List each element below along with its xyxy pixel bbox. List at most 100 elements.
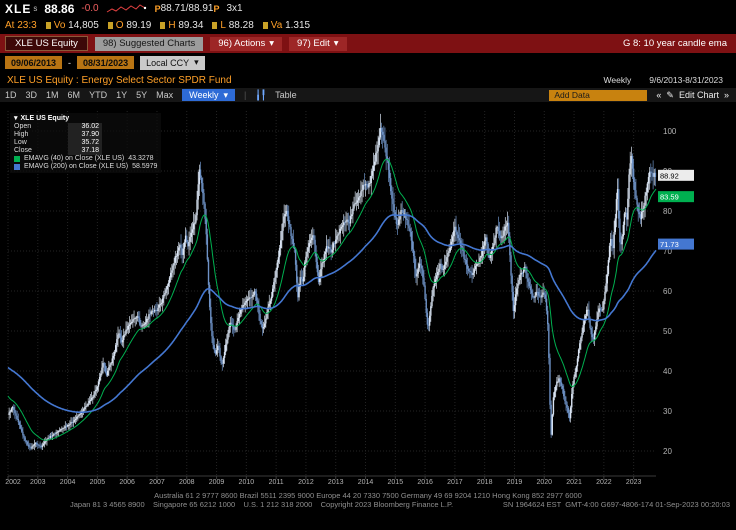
collapse-icon[interactable]: ▾ (14, 115, 18, 122)
quote-line-1: XLE s 88.86 -0.0 P 88.71/88.91 P 3x1 (0, 0, 736, 17)
footer-contacts-2: Japan 81 3 4565 8900 Singapore 65 6212 1… (70, 500, 454, 509)
ohlc-marker-icon (45, 22, 51, 29)
svg-text:20: 20 (663, 447, 672, 456)
ema40-swatch-icon (14, 156, 20, 162)
period-tab-1y[interactable]: 1Y (116, 90, 128, 100)
high-label: H (168, 20, 176, 31)
page-title: XLE US Equity : Energy Select Sector SPD… (7, 74, 232, 86)
legend-ema40-value: 43.3278 (128, 155, 154, 162)
period-tab-1d[interactable]: 1D (5, 90, 17, 100)
period-tab-5y[interactable]: 5Y (136, 90, 148, 100)
session-time: At 23:3 (5, 20, 37, 31)
svg-text:2021: 2021 (566, 479, 582, 486)
svg-text:50: 50 (663, 327, 672, 336)
suggested-charts-button[interactable]: 98) Suggested Charts (94, 36, 204, 51)
footer-line-1: Australia 61 2 9777 8600 Brazil 5511 239… (0, 491, 736, 500)
svg-text:60: 60 (663, 287, 672, 296)
volume: 14,805 (68, 20, 99, 31)
svg-text:40: 40 (663, 367, 672, 376)
ohlc-marker-icon (107, 22, 113, 29)
frequency-dropdown[interactable]: Weekly ▾ (182, 89, 235, 101)
bid-tag: P (154, 3, 161, 14)
legend-high-label: High (14, 131, 29, 138)
end-date-input[interactable]: 08/31/2023 (77, 56, 135, 69)
chevron-down-icon: ▾ (194, 57, 199, 67)
legend-close-value: 37.18 (68, 147, 102, 155)
svg-text:2015: 2015 (388, 479, 404, 486)
command-bar: XLE US Equity 98) Suggested Charts 96) A… (0, 34, 736, 53)
table-button[interactable]: Table (275, 90, 297, 100)
period-tab-max[interactable]: Max (156, 90, 174, 100)
period-tab-3d[interactable]: 3D (25, 90, 38, 100)
last-price: 88.86 (44, 1, 75, 16)
edit-chart-button[interactable]: Edit Chart (678, 90, 719, 100)
ohlc-marker-icon (262, 22, 268, 29)
period-tab-ytd[interactable]: YTD (89, 90, 108, 100)
bid-ask: 88.71/88.91 (160, 3, 214, 14)
lot-size: 3x1 (226, 3, 243, 14)
value-traded: 1.315 (285, 20, 311, 31)
quote-line-2: At 23:3 Vo 14,805 O 89.19 H 89.34 L 88.2… (0, 17, 736, 34)
title-row: XLE US Equity : Energy Select Sector SPD… (0, 72, 736, 88)
price-change: -0.0 (81, 3, 99, 14)
svg-text:2019: 2019 (507, 479, 523, 486)
low-label: L (220, 20, 226, 31)
svg-text:2016: 2016 (417, 479, 433, 486)
date-dash: - (68, 57, 72, 68)
actions-button[interactable]: 96) Actions ▾ (210, 36, 283, 51)
svg-text:100: 100 (663, 127, 677, 136)
svg-text:83.59: 83.59 (660, 193, 679, 202)
svg-text:2014: 2014 (358, 479, 374, 486)
ohlc-marker-icon (212, 22, 218, 29)
add-data-input[interactable]: Add Data (549, 89, 648, 101)
chart-panel: 2030405060708090100200220032004200520062… (0, 102, 736, 490)
chart-legend[interactable]: ▾ XLE US Equity Open 36.02 High 37.90 Low 3… (10, 113, 162, 173)
actions-label: 96) Actions (218, 38, 266, 49)
legend-open-label: Open (14, 123, 32, 130)
legend-close-label: Close (14, 147, 32, 154)
svg-text:2020: 2020 (536, 479, 552, 486)
candlestick-chart-icon[interactable]: ╽╿ (255, 89, 267, 100)
range-bar: 09/06/2013 - 08/31/2023 Local CCY ▾ (0, 53, 736, 72)
chevron-down-icon: ▾ (333, 38, 339, 49)
legend-high-value: 37.90 (68, 131, 102, 139)
ohlc-marker-icon (160, 22, 166, 29)
legend-low-value: 35.72 (68, 139, 102, 147)
low-price: 88.28 (228, 20, 254, 31)
svg-text:30: 30 (663, 407, 672, 416)
security-tab[interactable]: XLE US Equity (5, 36, 88, 51)
svg-text:80: 80 (663, 207, 672, 216)
start-date-input[interactable]: 09/06/2013 (5, 56, 63, 69)
legend-ema200-value: 58.5979 (132, 163, 158, 170)
svg-text:2023: 2023 (626, 479, 642, 486)
svg-text:2006: 2006 (119, 479, 135, 486)
svg-text:2013: 2013 (328, 479, 344, 486)
period-tab-6m[interactable]: 6M (67, 90, 81, 100)
svg-text:2007: 2007 (149, 479, 165, 486)
svg-text:2005: 2005 (90, 479, 106, 486)
volume-label: Vo (53, 20, 66, 31)
ticker-symbol: XLE (5, 1, 32, 16)
svg-text:2017: 2017 (447, 479, 463, 486)
svg-text:2008: 2008 (179, 479, 195, 486)
ema200-swatch-icon (14, 164, 20, 170)
chevron-down-icon: ▾ (269, 38, 275, 49)
currency-select[interactable]: Local CCY ▾ (140, 55, 205, 70)
expand-right-icon[interactable]: » (723, 90, 729, 100)
legend-security: XLE US Equity (20, 115, 70, 122)
svg-text:2004: 2004 (60, 479, 76, 486)
footer-contacts-1: Australia 61 2 9777 8600 Brazil 5511 239… (154, 491, 582, 500)
high-price: 89.34 (178, 20, 204, 31)
period-tab-1m[interactable]: 1M (46, 90, 59, 100)
function-name: G 8: 10 year candle ema (622, 38, 727, 49)
svg-text:2012: 2012 (298, 479, 314, 486)
edit-button[interactable]: 97) Edit ▾ (289, 36, 347, 51)
currency-label: Local CCY (146, 57, 190, 68)
collapse-left-icon[interactable]: « (656, 90, 662, 100)
svg-text:88.92: 88.92 (660, 171, 679, 180)
frequency-readout: Weekly (603, 75, 632, 85)
chart-toolbar: 1D 3D 1M 6M YTD 1Y 5Y Max Weekly ▾ | ╽╿ … (0, 88, 736, 102)
open-label: O (115, 20, 124, 31)
legend-low-label: Low (14, 139, 27, 146)
intraday-sparkline-icon (106, 3, 146, 12)
